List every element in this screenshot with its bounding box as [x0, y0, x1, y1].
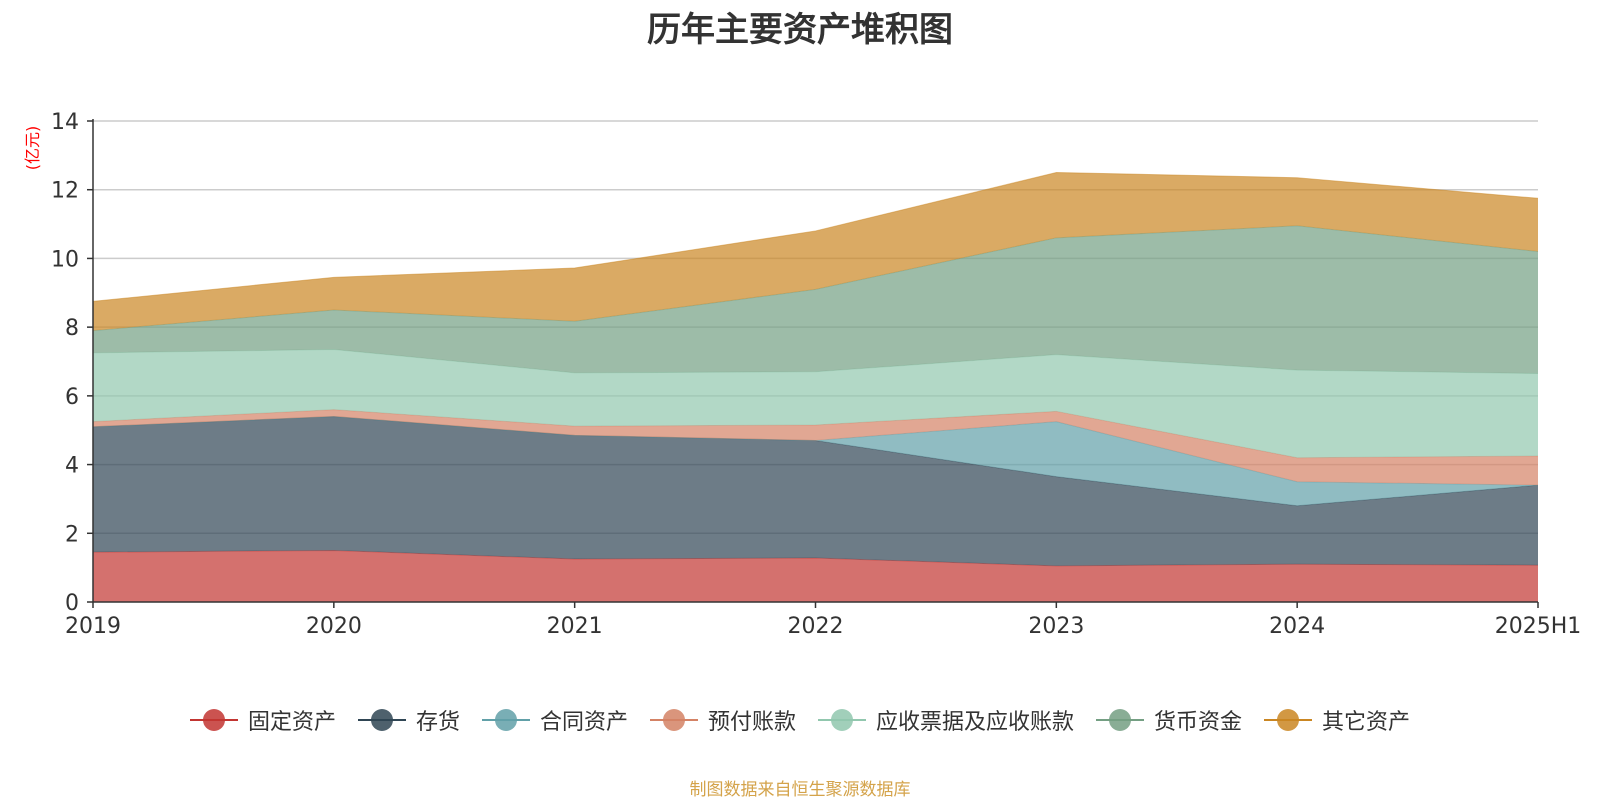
source-note: 制图数据来自恒生聚源数据库 [689, 780, 911, 800]
x-tick-label: 2019 [65, 614, 121, 639]
legend-marker-icon [1096, 707, 1145, 733]
area-series-6[interactable] [93, 225, 1538, 374]
y-tick-label: 12 [51, 179, 79, 204]
y-tick-label: 14 [51, 110, 79, 135]
area-series-5[interactable] [93, 349, 1538, 458]
legend-item-1[interactable]: 固定资产 [189, 704, 336, 736]
area-series-7[interactable] [93, 172, 1538, 331]
legend-label: 应收票据及应收账款 [876, 710, 1075, 735]
legend-marker-icon [481, 707, 530, 733]
y-tick-label: 4 [65, 454, 79, 479]
x-tick-label: 2020 [306, 614, 362, 639]
chart-title: 历年主要资产堆积图 [647, 10, 953, 50]
x-tick-label: 2022 [788, 614, 844, 639]
axis-layer: 0 2 4 6 8 10 12 14 2019 2020 2021 2022 2023 2024 2025H… [51, 110, 1581, 639]
area-series-1[interactable] [93, 550, 1538, 602]
legend-marker-icon [1264, 707, 1313, 733]
legend-item-3[interactable]: 合同资产 [481, 704, 628, 736]
legend-item-2[interactable]: 存货 [357, 704, 460, 736]
y-tick-label: 8 [65, 316, 79, 341]
area-series-4[interactable] [93, 409, 1538, 486]
legend-item-4[interactable]: 预付账款 [649, 704, 796, 736]
legend-label: 货币资金 [1154, 710, 1243, 735]
area-series-3[interactable] [93, 416, 1538, 506]
legend-marker-icon [649, 707, 698, 733]
x-tick-label: 2023 [1028, 614, 1084, 639]
x-tick-label: 2024 [1269, 614, 1325, 639]
legend-item-7[interactable]: 其它资产 [1264, 704, 1410, 736]
legend-marker-icon [818, 707, 866, 733]
legend-label: 其它资产 [1322, 710, 1411, 735]
x-tick-label: 2025H1 [1495, 614, 1582, 639]
x-tick-label: 2021 [547, 614, 603, 639]
legend: 固定资产 存货 合同资产 预付账款 应收票据及应收账款 货币资金 其它资产 [0, 700, 1600, 740]
legend-marker-icon [189, 707, 238, 733]
area-series-2[interactable] [93, 416, 1538, 566]
legend-label: 固定资产 [247, 710, 336, 735]
legend-label: 预付账款 [707, 710, 796, 735]
legend-label: 存货 [415, 710, 460, 735]
y-axis-label: (亿元) [23, 126, 42, 171]
legend-item-5[interactable]: 应收票据及应收账款 [818, 704, 1074, 736]
legend-item-6[interactable]: 货币资金 [1096, 704, 1242, 736]
area-layer [92, 172, 1539, 602]
y-tick-label: 10 [51, 247, 79, 272]
y-tick-label: 6 [65, 385, 79, 410]
legend-marker-icon [357, 707, 406, 733]
series-line-7 [92, 172, 1539, 302]
legend-label: 合同资产 [539, 710, 628, 735]
y-tick-label: 2 [65, 522, 79, 547]
y-tick-label: 0 [65, 591, 79, 616]
